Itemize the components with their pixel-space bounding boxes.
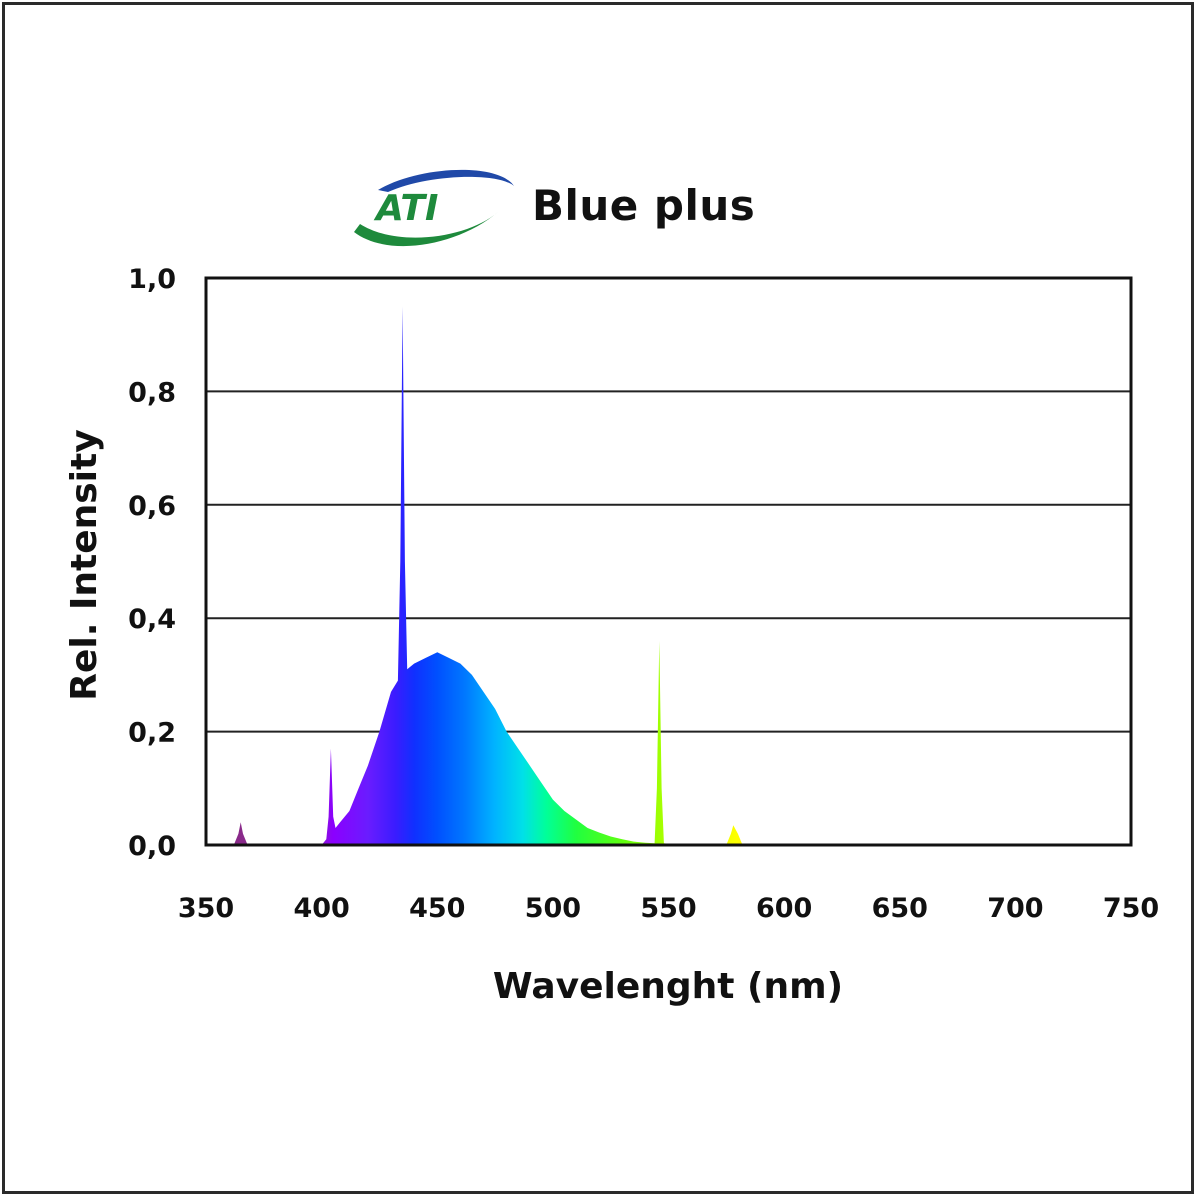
x-axis-ticks: 350 400 450 500 550 600 650 700 750: [178, 893, 1159, 924]
y-tick-label-1: 0,2: [128, 718, 176, 749]
x-tick-label-6: 650: [872, 893, 928, 924]
ati-logo: ATI: [354, 169, 514, 247]
y-axis-label: Rel. Intensity: [64, 429, 105, 700]
x-tick-label-5: 600: [756, 893, 812, 924]
x-tick-label-8: 750: [1103, 893, 1159, 924]
chart-header: ATI Blue plus: [348, 160, 755, 250]
logo-text: ATI: [373, 188, 438, 229]
grid-lines: [206, 390, 1131, 733]
x-tick-label-0: 350: [178, 893, 234, 924]
y-tick-label-5: 1,0: [128, 264, 176, 295]
x-tick-label-1: 400: [293, 893, 349, 924]
logo-swoosh-blue: [378, 169, 514, 192]
y-tick-label-4: 0,8: [128, 377, 176, 408]
y-axis-ticks: 0,0 0,2 0,4 0,6 0,8 1,0: [128, 264, 176, 862]
x-axis-label: Wavelenght (nm): [493, 966, 843, 1007]
y-tick-label-0: 0,0: [128, 831, 176, 862]
chart-title: Blue plus: [532, 180, 756, 230]
logo-swoosh-green: [354, 212, 498, 247]
spectrum-series: [206, 306, 1131, 845]
x-tick-label-7: 700: [987, 893, 1043, 924]
y-tick-label-2: 0,4: [128, 604, 176, 635]
y-tick-label-3: 0,6: [128, 491, 176, 522]
x-tick-label-4: 550: [640, 893, 696, 924]
plot-area-border: [204, 276, 1133, 847]
x-tick-label-2: 450: [409, 893, 465, 924]
x-tick-label-3: 500: [525, 893, 581, 924]
spectrum-area-0: [206, 306, 1131, 845]
